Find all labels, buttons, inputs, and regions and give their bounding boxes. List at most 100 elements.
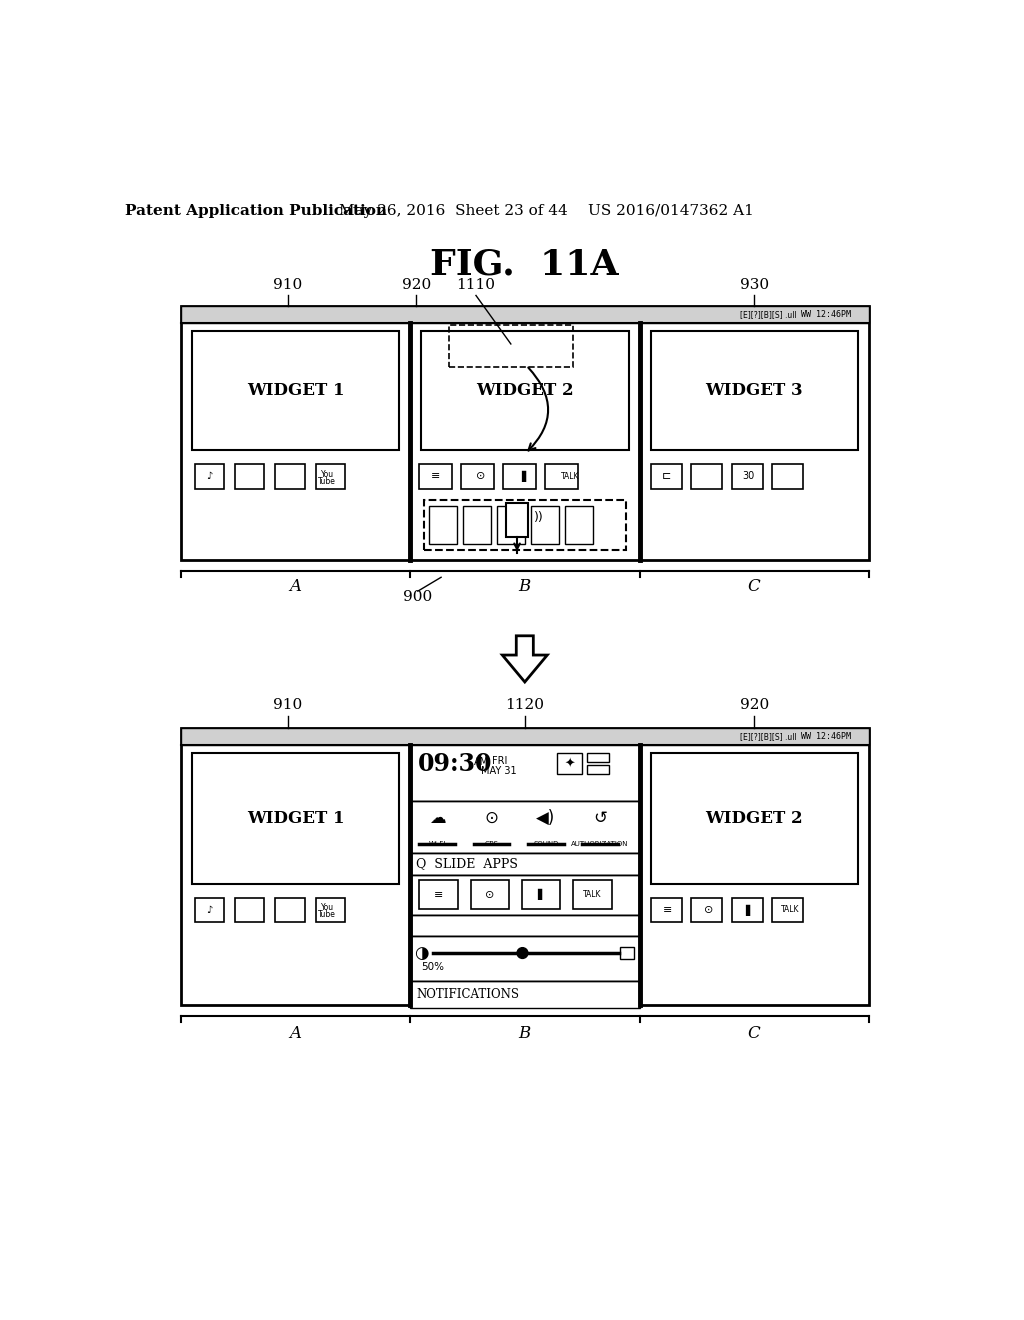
- Text: FIG.  11A: FIG. 11A: [430, 248, 620, 281]
- Text: NOTIFICATIONS: NOTIFICATIONS: [417, 989, 519, 1001]
- Bar: [410, 853, 640, 875]
- Text: 900: 900: [403, 590, 432, 605]
- Bar: [732, 898, 763, 923]
- Text: TALK: TALK: [781, 906, 800, 915]
- Bar: [234, 465, 264, 488]
- Text: You: You: [321, 903, 334, 912]
- Text: ≡: ≡: [434, 890, 443, 899]
- Bar: [191, 752, 399, 884]
- Text: ✦: ✦: [564, 758, 575, 770]
- Text: WIDGET 2: WIDGET 2: [706, 809, 803, 826]
- Text: SOUND: SOUND: [534, 841, 558, 846]
- Bar: [531, 507, 559, 544]
- Text: WW 12:46PM: WW 12:46PM: [801, 733, 851, 741]
- Text: 920: 920: [401, 277, 431, 292]
- Bar: [463, 507, 490, 544]
- Text: 1120: 1120: [505, 698, 545, 711]
- Text: MAY 31: MAY 31: [481, 766, 517, 776]
- Bar: [557, 752, 583, 775]
- Bar: [572, 880, 611, 909]
- Bar: [424, 500, 627, 550]
- Text: US 2016/0147362 A1: US 2016/0147362 A1: [588, 203, 754, 218]
- Polygon shape: [503, 636, 547, 682]
- Text: A: A: [290, 578, 301, 595]
- Text: ⊙: ⊙: [484, 809, 499, 826]
- Text: ≡: ≡: [431, 471, 440, 482]
- Text: TALK: TALK: [561, 473, 580, 480]
- Text: 910: 910: [273, 277, 302, 292]
- Bar: [587, 766, 608, 775]
- Text: 930: 930: [739, 277, 769, 292]
- Bar: [315, 898, 345, 923]
- Text: ⊏: ⊏: [662, 471, 672, 482]
- Text: Q  SLIDE  APPS: Q SLIDE APPS: [417, 857, 518, 870]
- Bar: [651, 331, 858, 450]
- Bar: [420, 880, 458, 909]
- Text: ⊙: ⊙: [485, 890, 495, 899]
- Text: ◀): ◀): [537, 809, 555, 826]
- Bar: [772, 465, 803, 488]
- Bar: [503, 465, 536, 488]
- FancyArrowPatch shape: [528, 367, 548, 450]
- Text: ▌: ▌: [521, 471, 529, 482]
- Text: 910: 910: [273, 698, 302, 711]
- Text: 1110: 1110: [457, 277, 496, 292]
- Text: WIDGET 1: WIDGET 1: [247, 809, 344, 826]
- Text: )): )): [535, 511, 544, 524]
- Bar: [471, 880, 509, 909]
- Bar: [691, 465, 722, 488]
- Bar: [621, 946, 634, 960]
- Bar: [732, 465, 763, 488]
- Bar: [421, 331, 630, 450]
- Text: AM: AM: [474, 758, 488, 767]
- Bar: [449, 325, 572, 367]
- Text: B: B: [519, 578, 530, 595]
- Text: WIDGET 1: WIDGET 1: [247, 381, 344, 399]
- Bar: [772, 898, 803, 923]
- Bar: [521, 880, 560, 909]
- Bar: [234, 898, 264, 923]
- Bar: [651, 752, 858, 884]
- Text: [E][?][B][S] .ull: [E][?][B][S] .ull: [739, 310, 797, 319]
- Text: B: B: [519, 1024, 530, 1041]
- Text: Tube: Tube: [318, 909, 336, 919]
- Text: Tube: Tube: [318, 477, 336, 486]
- Bar: [195, 898, 224, 923]
- Text: WIDGET 2: WIDGET 2: [476, 381, 573, 399]
- Text: ⊙: ⊙: [703, 906, 713, 915]
- Text: ▌: ▌: [537, 888, 546, 900]
- Text: 920: 920: [739, 698, 769, 711]
- Text: [E][?][B][S] .ull: [E][?][B][S] .ull: [739, 733, 797, 741]
- Text: ♪: ♪: [206, 906, 213, 915]
- Bar: [180, 729, 869, 1006]
- Bar: [195, 465, 224, 488]
- Bar: [410, 744, 640, 800]
- Bar: [565, 507, 593, 544]
- Text: ◑: ◑: [414, 944, 428, 962]
- Bar: [315, 465, 345, 488]
- Bar: [691, 898, 722, 923]
- Bar: [587, 752, 608, 762]
- Text: 50%: 50%: [421, 962, 444, 972]
- Text: ☁: ☁: [429, 809, 445, 826]
- Bar: [410, 915, 640, 936]
- Bar: [180, 729, 869, 744]
- Bar: [275, 465, 305, 488]
- Bar: [410, 874, 640, 915]
- Bar: [410, 981, 640, 1008]
- Bar: [429, 507, 457, 544]
- Bar: [180, 306, 869, 561]
- Bar: [651, 465, 682, 488]
- Text: AUTHORIZATION: AUTHORIZATION: [571, 841, 629, 846]
- Text: ⊙: ⊙: [476, 471, 485, 482]
- Text: C: C: [748, 1024, 761, 1041]
- Bar: [506, 503, 528, 537]
- Bar: [461, 465, 494, 488]
- Text: A: A: [290, 1024, 301, 1041]
- Bar: [545, 465, 578, 488]
- Text: ♪: ♪: [206, 471, 213, 482]
- Bar: [410, 800, 640, 853]
- Text: May 26, 2016  Sheet 23 of 44: May 26, 2016 Sheet 23 of 44: [339, 203, 568, 218]
- Circle shape: [517, 948, 528, 958]
- Text: TALK: TALK: [583, 890, 601, 899]
